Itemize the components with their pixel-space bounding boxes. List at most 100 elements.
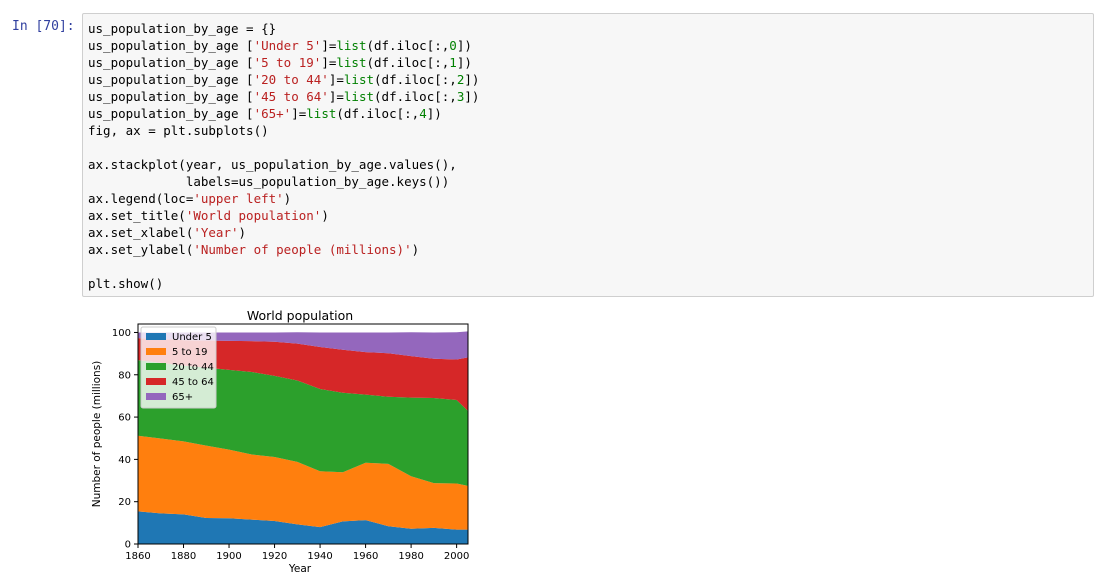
legend-label: 5 to 19 (172, 347, 207, 358)
x-tick-label: 1940 (307, 551, 332, 562)
code-token: (df.iloc[:, (366, 55, 450, 70)
code-line: us_population_by_age ['65+']=list(df.ilo… (88, 105, 479, 122)
code-line: us_population_by_age ['Under 5']=list(df… (88, 37, 479, 54)
code-line: ax.set_xlabel('Year') (88, 224, 479, 241)
y-tick-label: 100 (112, 328, 131, 339)
code-token: us_population_by_age = {} (88, 21, 277, 36)
code-token: fig, ax = plt.subplots() (88, 123, 269, 138)
code-token: list (306, 106, 337, 121)
y-tick-label: 20 (118, 497, 131, 508)
code-line: fig, ax = plt.subplots() (88, 122, 479, 139)
legend-swatch (146, 378, 166, 385)
plot-frame (137, 323, 469, 545)
code-token: ) (283, 191, 292, 206)
code-token: ]) (426, 106, 442, 121)
code-token: 1 (449, 55, 457, 70)
code-token: list (336, 55, 367, 70)
code-token: ) (238, 225, 247, 240)
code-token: ]= (328, 72, 344, 87)
y-tick-label: 0 (125, 540, 131, 551)
area-layers (138, 331, 468, 544)
code-token: ]) (456, 55, 472, 70)
code-token: (df.iloc[:, (374, 89, 457, 104)
code-line: us_population_by_age ['5 to 19']=list(df… (88, 54, 479, 71)
code-token: 3 (456, 89, 465, 104)
code-token: 'World population' (185, 208, 322, 223)
code-line: ax.set_ylabel('Number of people (million… (88, 241, 479, 258)
code-token: (df.iloc[:, (366, 38, 450, 53)
code-token: ]) (456, 38, 472, 53)
code-token: 'Under 5' (253, 38, 322, 53)
x-axis: 1860 1880 1900 1920 1940 1960 1980 2000 (125, 544, 469, 562)
area-series-4 (138, 331, 468, 360)
code-line: ax.stackplot(year, us_population_by_age.… (88, 156, 479, 173)
code-token: us_population_by_age [ (88, 106, 254, 121)
code-cell-input[interactable]: us_population_by_age = {} us_population_b… (82, 13, 1094, 297)
chart-legend: Under 5 5 to 19 20 to 44 45 to 64 65+ (140, 326, 217, 409)
code-editor[interactable]: us_population_by_age = {} us_population_b… (88, 20, 479, 292)
code-token: '5 to 19' (253, 55, 322, 70)
code-token: ax.set_ylabel( (88, 242, 194, 257)
code-token: '45 to 64' (253, 89, 329, 104)
legend-label: 65+ (172, 392, 193, 403)
code-token: ]= (291, 106, 307, 121)
cell-output: World population 1860 1880 1900 1920 1940 196… (82, 302, 482, 582)
legend-box (140, 326, 217, 409)
code-token: ) (321, 208, 329, 223)
code-line (88, 139, 479, 156)
cell-prompt: In [70]: (12, 19, 75, 34)
code-token: ]) (464, 72, 480, 87)
code-line: ax.set_title('World population') (88, 207, 479, 224)
y-tick-label: 60 (118, 413, 131, 424)
code-token: ax.stackplot(year, us_population_by_age.… (88, 157, 457, 172)
code-token: '65+' (253, 106, 292, 121)
code-token: list (343, 72, 375, 87)
y-axis-label: Number of people (millions) (91, 361, 103, 508)
code-token: ax.set_xlabel( (88, 225, 194, 240)
code-token: '20 to 44' (253, 72, 329, 87)
code-line (88, 258, 479, 275)
x-tick-label: 1860 (125, 551, 150, 562)
x-tick-label: 1980 (398, 551, 423, 562)
x-tick-label: 1960 (353, 551, 378, 562)
legend-swatch (146, 348, 166, 355)
code-token: 'upper left' (193, 191, 284, 206)
legend-swatch (146, 393, 166, 400)
x-tick-label: 1880 (171, 551, 196, 562)
y-axis: 0 20 40 60 80 100 (112, 328, 138, 551)
code-token: list (336, 38, 367, 53)
code-token: list (343, 89, 375, 104)
area-series-1 (138, 435, 468, 530)
code-token: 0 (449, 38, 457, 53)
code-token: us_population_by_age [ (88, 89, 254, 104)
code-token: ax.set_title( (88, 208, 186, 223)
y-tick-label: 40 (118, 455, 131, 466)
code-token: 2 (456, 72, 465, 87)
x-tick-label: 1900 (216, 551, 241, 562)
code-token: ]) (464, 89, 480, 104)
code-line: ax.legend(loc='upper left') (88, 190, 479, 207)
code-line: us_population_by_age ['20 to 44']=list(d… (88, 71, 479, 88)
code-token: (df.iloc[:, (374, 72, 457, 87)
legend-swatch (146, 333, 166, 340)
code-token: ) (411, 242, 420, 257)
code-token: us_population_by_age [ (88, 38, 254, 53)
code-token: us_population_by_age [ (88, 55, 254, 70)
area-series-3 (138, 338, 468, 411)
code-line: labels=us_population_by_age.keys()) (88, 173, 479, 190)
chart-title: World population (247, 308, 353, 323)
code-token: (df.iloc[:, (336, 106, 420, 121)
code-token: ]= (328, 89, 344, 104)
x-tick-label: 1920 (262, 551, 287, 562)
legend-label: 45 to 64 (172, 377, 214, 388)
legend-label: 20 to 44 (172, 362, 214, 373)
code-token: us_population_by_age [ (88, 72, 254, 87)
legend-label: Under 5 (172, 332, 212, 343)
code-token: labels=us_population_by_age.keys()) (88, 174, 450, 189)
code-token: ]= (321, 55, 337, 70)
code-line: plt.show() (88, 275, 479, 292)
code-token: 'Number of people (millions)' (193, 242, 412, 257)
area-series-0 (138, 511, 468, 544)
stackplot-chart: World population 1860 1880 1900 1920 1940 196… (91, 308, 469, 575)
code-token: plt.show() (88, 276, 164, 291)
